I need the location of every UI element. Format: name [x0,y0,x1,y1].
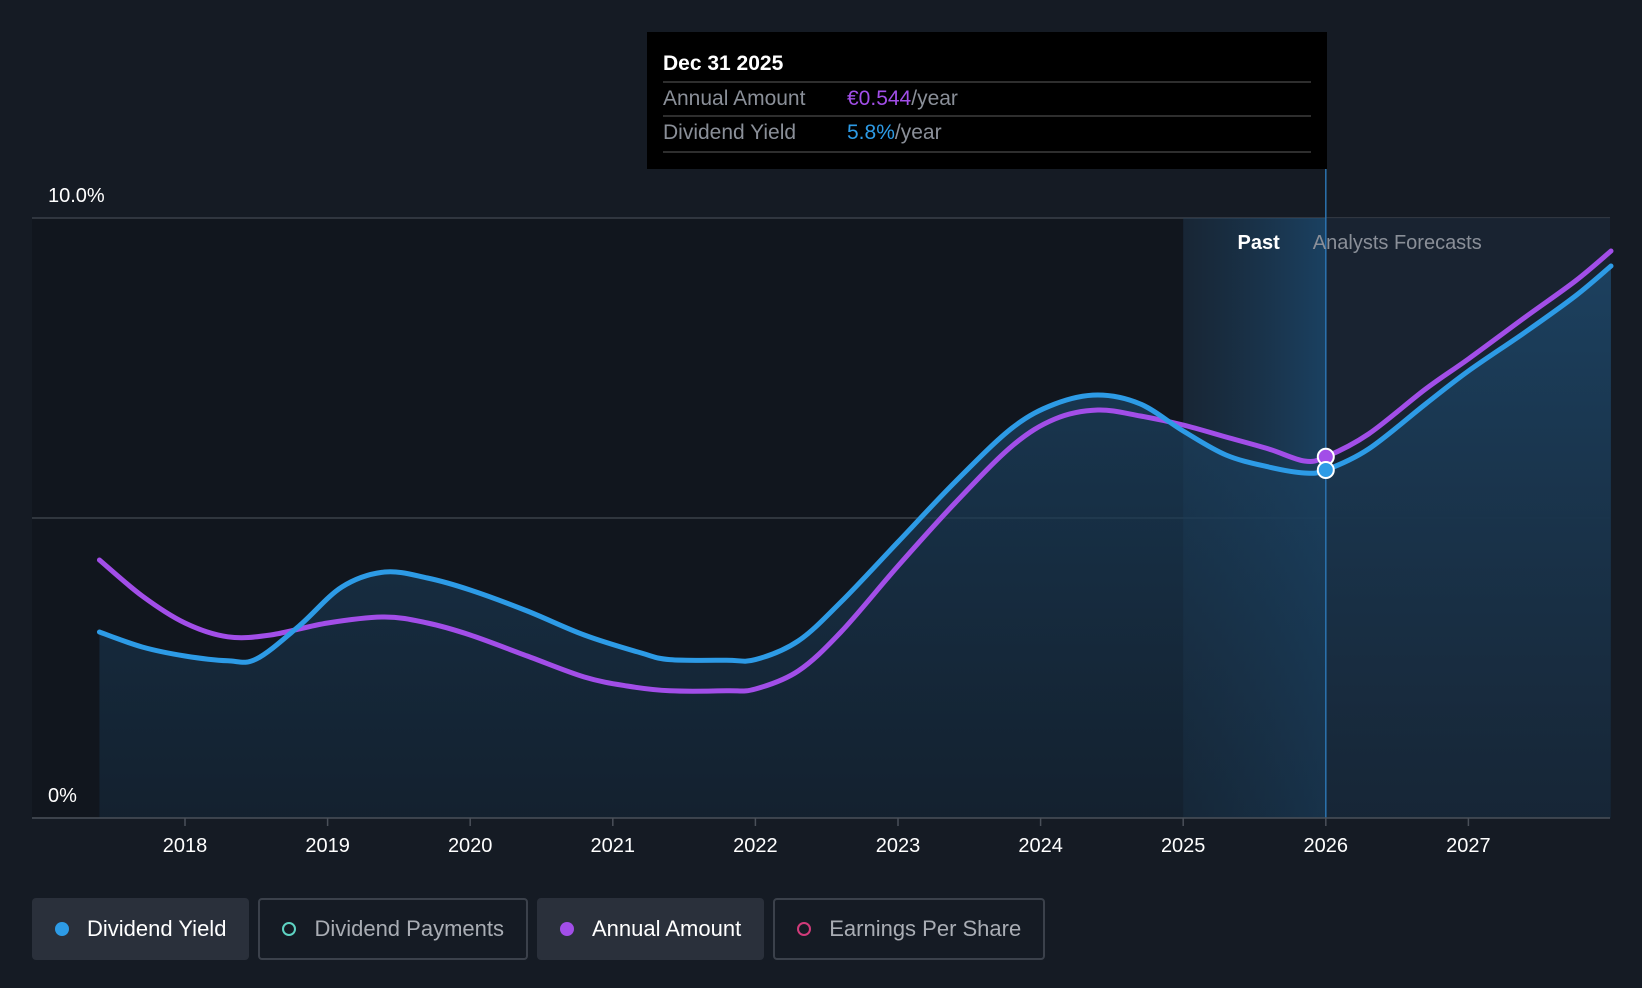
x-axis-label: 2026 [1304,835,1349,857]
y-axis-label: 0% [48,785,77,807]
earnings-per-share-dot-icon [797,922,812,936]
tooltip: Dec 31 2025 Annual Amount €0.544/year Di… [647,32,1327,169]
legend-dividend-payments[interactable]: Dividend Payments [258,898,528,960]
dividend-yield-line [96,263,1614,665]
dividend-payments-dot-icon [282,922,297,936]
annual-amount-line [96,248,1614,694]
legend-dividend-yield[interactable]: Dividend Yield [32,898,250,960]
x-axis-ticks: 2018 2019 2020 2021 2022 2023 2024 2025 2026 2027 [163,818,1491,857]
legend-label: Dividend Yield [87,916,227,941]
legend-earnings-per-share[interactable]: Earnings Per Share [773,898,1046,960]
forecast-label: Analysts Forecasts [1313,232,1482,254]
x-axis-label: 2018 [163,835,208,857]
dividend-yield-area [99,266,1612,818]
legend-annual-amount[interactable]: Annual Amount [536,898,765,960]
tooltip-yield-value: 5.8% [847,121,895,144]
tooltip-row-label: Dividend Yield [663,121,796,144]
tooltip-row-label: Annual Amount [663,87,806,110]
dividend-yield-marker[interactable] [1316,461,1335,479]
x-axis-label: 2024 [1018,835,1063,857]
legend: Dividend Yield Dividend Payments Annual … [32,898,1046,960]
x-axis-label: 2019 [305,835,350,857]
x-axis-label: 2025 [1161,835,1206,857]
dividend-yield-dot-icon [55,922,69,936]
x-axis-label: 2021 [591,835,636,857]
tooltip-yield-unit: /year [895,121,942,144]
y-axis-labels: 10.0% 0% [48,185,105,807]
tooltip-date: Dec 31 2025 [663,52,784,75]
x-axis-label: 2027 [1446,835,1491,857]
x-axis-label: 2020 [448,835,493,857]
tooltip-row-value: 5.8%/year [847,121,942,144]
past-label: Past [1238,232,1281,254]
legend-label: Annual Amount [591,916,742,941]
annual-amount-dot-icon [559,922,574,936]
y-axis-label: 10.0% [48,185,105,207]
tooltip-annual-unit: /year [911,87,958,110]
tooltip-row-value: €0.544/year [847,87,958,110]
x-axis-label: 2023 [876,835,921,857]
tooltip-annual-value: €0.544 [847,87,912,110]
legend-label: Dividend Payments [314,916,504,941]
tooltip-box [647,32,1327,169]
legend-label: Earnings Per Share [829,916,1022,941]
x-axis-label: 2022 [733,835,778,857]
